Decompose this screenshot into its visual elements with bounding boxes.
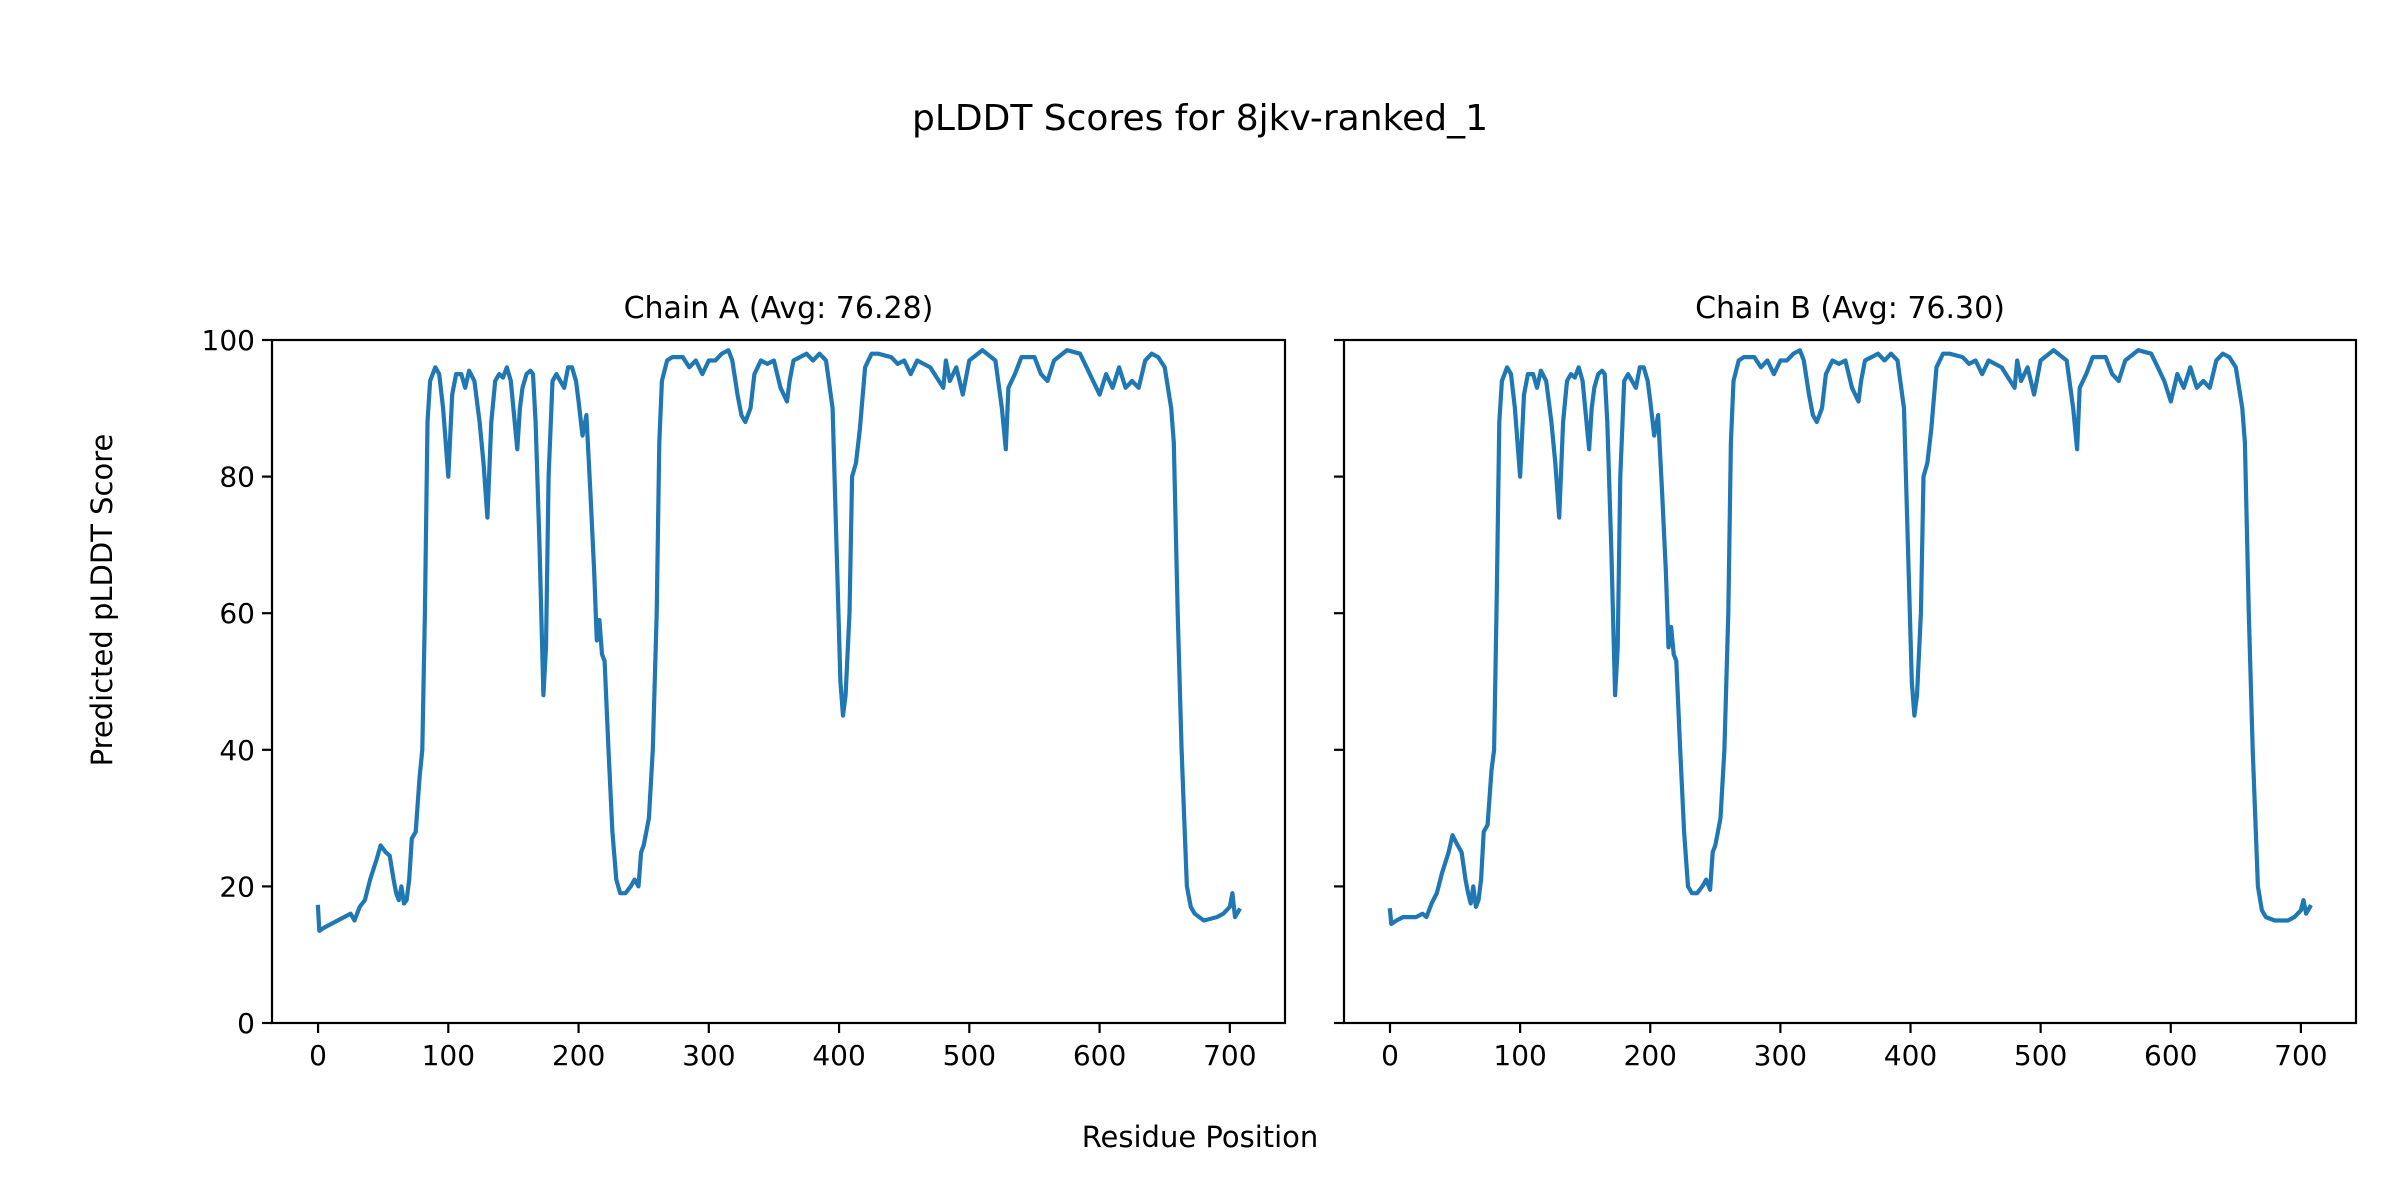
plddt-line-series: [315, 348, 1242, 933]
y-tick-label: 60: [219, 597, 255, 630]
panel-chain-b: Chain B (Avg: 76.30) 0 100 200 300 400 500 600 7…: [1334, 291, 2358, 1072]
x-tick-label: 700: [2274, 1039, 2327, 1072]
panel-chain-a: Chain A (Avg: 76.28)0 100 200 300 400 500 600 7…: [202, 291, 1287, 1072]
y-axis-label: Predicted pLDDT Score: [85, 434, 119, 767]
x-tick-label: 200: [1624, 1039, 1677, 1072]
axes-frame: [1342, 338, 2358, 1025]
x-axis-label: Residue Position: [1082, 1120, 1319, 1154]
y-tick-label: 100: [202, 324, 255, 357]
x-tick-label: 700: [1203, 1039, 1256, 1072]
plddt-line-series: [1387, 348, 2313, 927]
axes-frame: [270, 338, 1287, 1025]
x-tick-label: 600: [2144, 1039, 2197, 1072]
x-tick-label: 600: [1073, 1039, 1126, 1072]
x-tick-label: 0: [309, 1039, 327, 1072]
x-tick-label: 500: [2014, 1039, 2067, 1072]
y-tick-label: 40: [219, 734, 255, 767]
subplot-title: Chain B (Avg: 76.30): [1695, 291, 2005, 326]
y-tick-label: 80: [219, 461, 255, 494]
x-tick-label: 300: [682, 1039, 735, 1072]
x-tick-label: 400: [812, 1039, 865, 1072]
x-tick-label: 300: [1754, 1039, 1807, 1072]
x-tick-label: 0: [1381, 1039, 1399, 1072]
chart-title: pLDDT Scores for 8jkv-ranked_1: [912, 98, 1488, 139]
y-tick-label: 20: [219, 870, 255, 903]
y-tick-label: 0: [237, 1007, 255, 1040]
x-tick-label: 400: [1884, 1039, 1937, 1072]
x-tick-label: 100: [422, 1039, 475, 1072]
x-tick-label: 200: [552, 1039, 605, 1072]
x-tick-label: 500: [943, 1039, 996, 1072]
subplot-title: Chain A (Avg: 76.28): [624, 291, 934, 326]
x-tick-label: 100: [1493, 1039, 1546, 1072]
